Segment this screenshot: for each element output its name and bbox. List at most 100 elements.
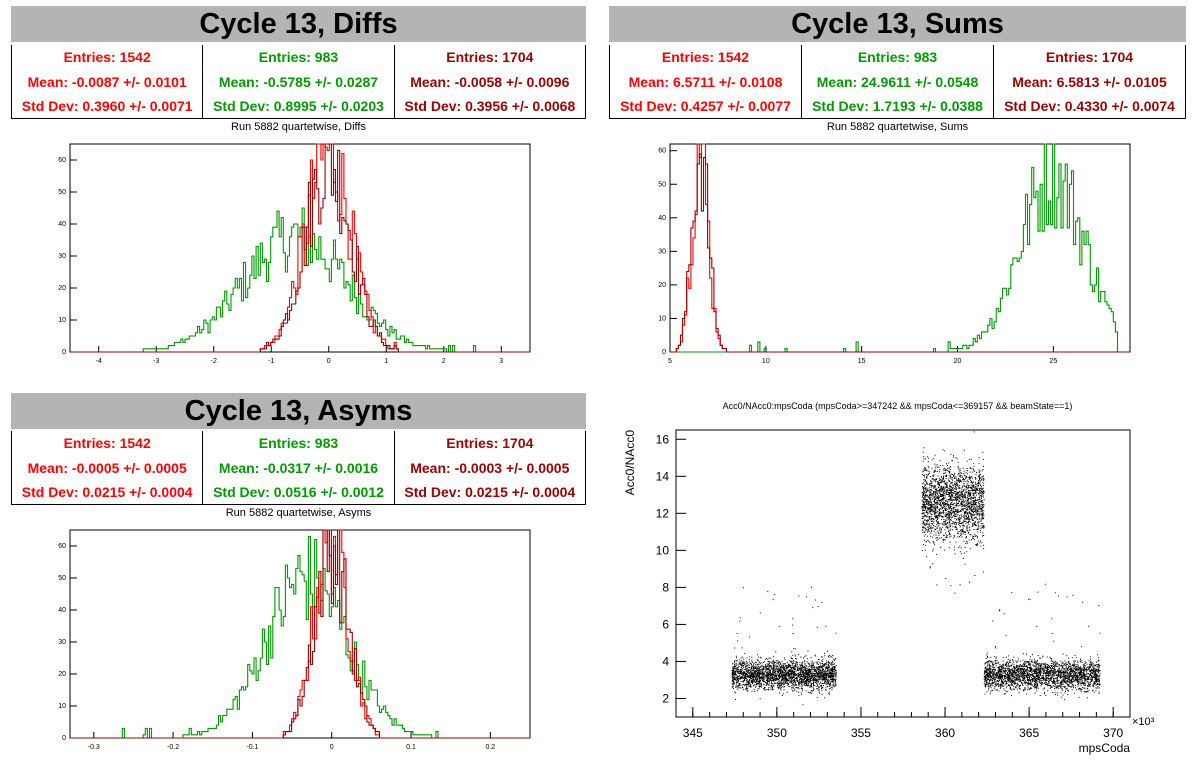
- sums-hist-y-tick-label: 40: [658, 215, 666, 222]
- scatter-y-tick-label: 12: [656, 506, 670, 520]
- scatter-y-tick-label: 16: [656, 432, 670, 446]
- scatter-x-tick-label: 350: [767, 726, 787, 740]
- diffs-stats-set1: Entries: 1542 Mean: -0.0087 +/- 0.0101 S…: [12, 45, 202, 118]
- diffs-hist-y-tick-label: 0: [62, 349, 66, 356]
- scatter-y-tick-label: 10: [656, 543, 670, 557]
- diffs-std-set3: Std Dev: 0.3956 +/- 0.0068: [404, 98, 576, 114]
- scatter-x-multiplier: ×10³: [1132, 716, 1155, 728]
- diffs-mean-set2: Mean: -0.5785 +/- 0.0287: [218, 73, 379, 90]
- sums-std-set2: Std Dev: 1.7193 +/- 0.0388: [812, 98, 983, 114]
- diffs-hist-x-tick-label: 3: [499, 358, 503, 365]
- diffs-mean-set3: Mean: -0.0058 +/- 0.0096: [410, 73, 570, 90]
- asyms-entries-set2: Entries: 983: [258, 435, 339, 451]
- asyms-hist-y-tick-label: 30: [58, 639, 66, 646]
- sums-hist-y-tick-label: 50: [658, 181, 666, 188]
- asyms-hist-x-tick-label: 0: [330, 744, 334, 751]
- asyms-hist-frame: [69, 529, 531, 739]
- diffs-stats-set3: Entries: 1704 Mean: -0.0058 +/- 0.0096 S…: [393, 45, 585, 118]
- diffs-hist-y-tick-label: 30: [58, 253, 66, 260]
- sums-histogram: 5 10 15 20 25 0 10 20 30 40 50 60: [658, 143, 1131, 365]
- asyms-mean-set2: Mean: -0.0317 +/- 0.0016: [218, 459, 379, 476]
- scatter-y-axis-label: Acc0/NAcc0: [623, 430, 637, 496]
- diffs-hist-y-tick-label: 20: [58, 285, 66, 292]
- sums-hist-x-tick-label: 25: [1049, 358, 1057, 365]
- asyms-std-set3: Std Dev: 0.0215 +/- 0.0004: [404, 484, 576, 500]
- scatter-y-tick-label: 6: [662, 617, 669, 631]
- sums-stats-box: Entries: 1542 Mean: 6.5711 +/- 0.0108 St…: [609, 45, 1186, 119]
- diffs-entries-set1: Entries: 1542: [63, 49, 151, 65]
- sums-hist-x-tick-label: 10: [762, 358, 770, 365]
- sums-mean-set3: Mean: 6.5813 +/- 0.0105: [1012, 73, 1167, 90]
- asyms-stats-set1: Entries: 1542 Mean: -0.0005 +/- 0.0005 S…: [12, 431, 202, 504]
- diffs-subtitle: Run 5882 quartetwise, Diffs: [231, 121, 366, 133]
- diffs-stats-box: Entries: 1542 Mean: -0.0087 +/- 0.0101 S…: [11, 45, 586, 119]
- asyms-stats-set2: Entries: 983 Mean: -0.0317 +/- 0.0016 St…: [202, 431, 393, 504]
- sums-stats-set2: Entries: 983 Mean: 24.9611 +/- 0.0548 St…: [801, 45, 993, 118]
- diffs-hist-x-tick-label: 0: [327, 358, 331, 365]
- asyms-entries-set1: Entries: 1542: [63, 435, 151, 451]
- asyms-hist-x-tick-label: 0.1: [406, 744, 416, 751]
- scatter-y-tick-label: 14: [656, 469, 670, 483]
- sums-entries-set2: Entries: 983: [857, 49, 938, 65]
- scatter-y-tick-label: 2: [662, 691, 669, 705]
- asyms-std-set2: Std Dev: 0.0516 +/- 0.0012: [213, 484, 384, 500]
- sums-std-set1: Std Dev: 0.4257 +/- 0.0077: [620, 98, 791, 114]
- asyms-stats-box: Entries: 1542 Mean: -0.0005 +/- 0.0005 S…: [11, 431, 586, 505]
- sums-hist-y-tick-label: 0: [662, 349, 666, 356]
- asyms-hist-x-tick-label: 0.2: [485, 744, 495, 751]
- diffs-hist-x-tick-label: 1: [384, 358, 388, 365]
- asyms-mean-set1: Mean: -0.0005 +/- 0.0005: [27, 459, 187, 476]
- scatter-plot: 345 350 355 360 365 370 2 4 6 8 10 12 14 16 mpsCoda ×10…: [623, 429, 1155, 755]
- scatter-point-cluster: [731, 586, 837, 706]
- diffs-entries-set2: Entries: 983: [258, 49, 339, 65]
- asyms-hist-y-tick-label: 20: [58, 671, 66, 678]
- scatter-x-tick-label: 345: [683, 726, 703, 740]
- sums-entries-set3: Entries: 1704: [1045, 49, 1134, 65]
- diffs-hist-series-set3: [70, 143, 530, 353]
- scatter-point-cluster: [921, 431, 985, 594]
- sums-entries-set1: Entries: 1542: [661, 49, 750, 65]
- diffs-hist-x-tick-label: -2: [211, 358, 217, 365]
- diffs-mean-set1: Mean: -0.0087 +/- 0.0101: [27, 73, 187, 90]
- sums-hist-y-tick-label: 30: [658, 248, 666, 255]
- diffs-std-set2: Std Dev: 0.8995 +/- 0.0203: [213, 98, 384, 114]
- scatter-y-tick-label: 4: [662, 654, 669, 668]
- asyms-hist-y-tick-label: 40: [58, 607, 66, 614]
- asyms-hist-x-tick-label: -0.3: [88, 744, 100, 751]
- asyms-hist-y-tick-label: 60: [58, 543, 66, 550]
- scatter-x-tick-label: 365: [1019, 726, 1039, 740]
- asyms-hist-y-tick-label: 50: [58, 575, 66, 582]
- diffs-title: Cycle 13, Diffs: [11, 6, 586, 42]
- asyms-title: Cycle 13, Asyms: [11, 393, 586, 429]
- asyms-mean-set3: Mean: -0.0003 +/- 0.0005: [410, 459, 570, 476]
- asyms-entries-set3: Entries: 1704: [446, 435, 534, 451]
- sums-title: Cycle 13, Sums: [609, 6, 1186, 42]
- sums-hist-x-tick-label: 15: [858, 358, 866, 365]
- sums-std-set3: Std Dev: 0.4330 +/- 0.0074: [1004, 98, 1175, 114]
- diffs-hist-y-tick-label: 10: [58, 317, 66, 324]
- sums-hist-y-tick-label: 20: [658, 282, 666, 289]
- asyms-hist-y-tick-label: 10: [58, 703, 66, 710]
- sums-hist-y-tick-label: 60: [658, 148, 666, 155]
- sums-hist-x-tick-label: 20: [954, 358, 962, 365]
- sums-mean-set1: Mean: 6.5711 +/- 0.0108: [628, 73, 783, 90]
- asyms-hist-x-tick-label: -0.1: [246, 744, 258, 751]
- diffs-entries-set3: Entries: 1704: [446, 49, 534, 65]
- diffs-hist-y-tick-label: 60: [58, 157, 66, 164]
- diffs-hist-y-tick-label: 50: [58, 189, 66, 196]
- diffs-hist-x-tick-label: -1: [268, 358, 274, 365]
- diffs-stats-set2: Entries: 983 Mean: -0.5785 +/- 0.0287 St…: [202, 45, 393, 118]
- diffs-hist-y-tick-label: 40: [58, 221, 66, 228]
- sums-hist-series-set3: [670, 153, 1130, 353]
- asyms-hist-y-tick-label: 0: [62, 735, 66, 742]
- sums-subtitle: Run 5882 quartetwise, Sums: [826, 121, 969, 133]
- asyms-subtitle: Run 5882 quartetwise, Asyms: [225, 507, 372, 519]
- scatter-x-axis-label: mpsCoda: [1079, 741, 1131, 755]
- sums-hist-x-tick-label: 5: [668, 358, 672, 365]
- diffs-hist-frame: [69, 143, 531, 353]
- diffs-hist-x-tick-label: 2: [442, 358, 446, 365]
- sums-hist-series-set2: [670, 143, 1130, 353]
- scatter-title: Acc0/NAcc0:mpsCoda (mpsCoda>=347242 && m…: [722, 401, 1073, 411]
- diffs-hist-x-tick-label: -4: [96, 358, 102, 365]
